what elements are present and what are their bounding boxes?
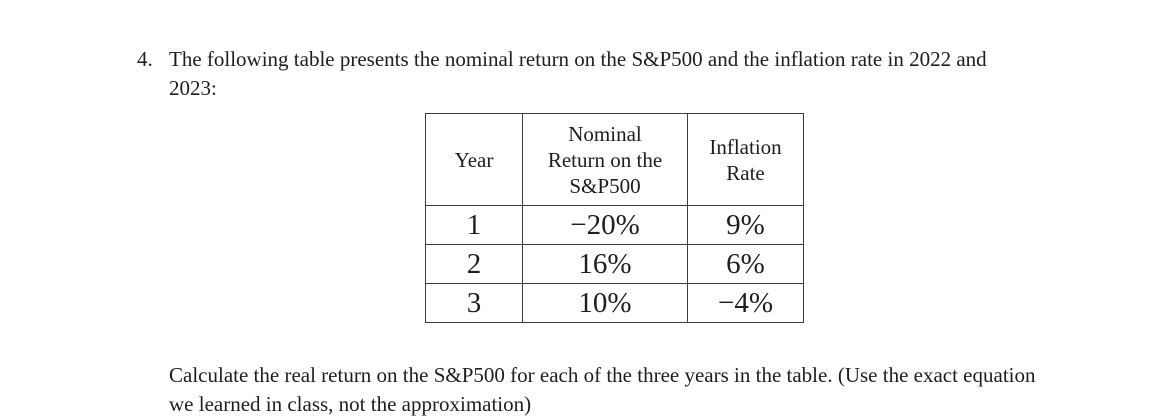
table-cell-year: 3 [425, 283, 523, 323]
table-row: 1 −20% 9% [425, 205, 804, 245]
table-cell-inflation-rate: 6% [687, 244, 804, 284]
table-header-row: Year Nominal Return on the S&P500 Inflat… [425, 113, 804, 206]
table-cell-nominal-return: 16% [522, 244, 688, 284]
returns-inflation-table: Year Nominal Return on the S&P500 Inflat… [425, 113, 804, 323]
problem-statement: The following table presents the nominal… [169, 45, 987, 103]
table-header-nominal-return: Nominal Return on the S&P500 [522, 113, 688, 206]
table-cell-inflation-rate: −4% [687, 283, 804, 323]
table-cell-year: 2 [425, 244, 523, 284]
table-cell-nominal-return: 10% [522, 283, 688, 323]
table-row: 3 10% −4% [425, 283, 804, 323]
table-cell-nominal-return: −20% [522, 205, 688, 245]
problem-statement-line-2: 2023: [169, 76, 217, 100]
table-cell-inflation-rate: 9% [687, 205, 804, 245]
table-cell-year: 1 [425, 205, 523, 245]
returns-inflation-table-wrap: Year Nominal Return on the S&P500 Inflat… [425, 113, 804, 323]
problem-number: 4. [137, 47, 153, 71]
table-header-year: Year [425, 113, 523, 206]
question-text-line-1: Calculate the real return on the S&P500 … [169, 363, 1036, 387]
table-header-inflation-rate: Inflation Rate [687, 113, 804, 206]
document-page: { "page": { "background": "#ffffff", "te… [137, 45, 1036, 416]
problem-statement-line-1: The following table presents the nominal… [169, 47, 987, 71]
table-row: 2 16% 6% [425, 244, 804, 284]
question-text: Calculate the real return on the S&P500 … [169, 361, 1036, 419]
